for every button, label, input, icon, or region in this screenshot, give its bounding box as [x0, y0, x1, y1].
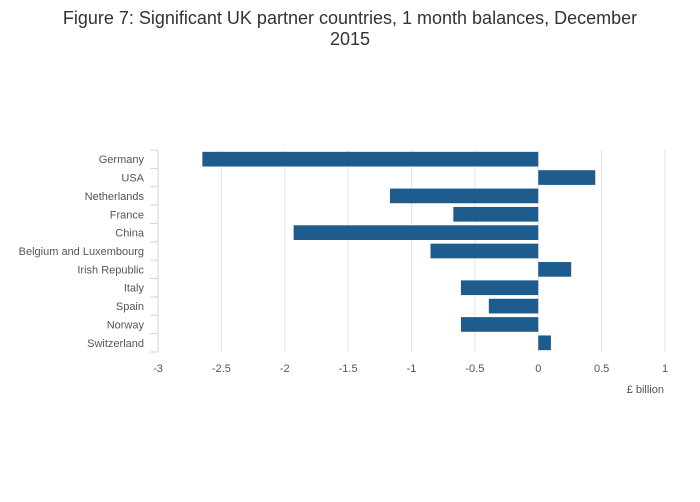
- category-label-belgium-and-luxembourg: Belgium and Luxembourg: [19, 246, 144, 258]
- chart-title-line-2: 2015: [330, 29, 370, 49]
- category-label-germany: Germany: [99, 154, 145, 166]
- x-tick-label: -3: [153, 363, 163, 375]
- x-tick-label: 1: [662, 363, 668, 375]
- bar-switzerland: [538, 335, 551, 351]
- bar-irish-republic: [538, 262, 572, 277]
- category-label-spain: Spain: [116, 301, 144, 313]
- bar-china: [293, 225, 539, 240]
- x-tick-label: 0.5: [594, 363, 609, 375]
- x-tick-label: 0: [535, 363, 541, 375]
- x-tick-label: -1: [407, 363, 417, 375]
- category-label-switzerland: Switzerland: [87, 338, 144, 350]
- bars: [202, 151, 596, 351]
- bar-italy: [460, 280, 539, 296]
- bar-netherlands: [389, 188, 539, 204]
- chart-title-line-1: Figure 7: Significant UK partner countri…: [63, 8, 637, 28]
- bar-france: [453, 206, 539, 222]
- bar-norway: [460, 317, 539, 332]
- category-label-italy: Italy: [124, 283, 145, 295]
- bar-usa: [538, 170, 596, 185]
- bar-germany: [202, 151, 539, 167]
- x-tick-labels: -3 -2.5 -2 -1.5 -1 -0.5 0 0.5 1: [153, 363, 668, 375]
- x-tick-label: -2: [280, 363, 290, 375]
- x-axis-title: £ billion: [627, 384, 664, 396]
- x-tick-label: -0.5: [465, 363, 484, 375]
- bar-belgium-and-luxembourg: [430, 243, 539, 259]
- x-tick-label: -1.5: [339, 363, 358, 375]
- category-label-norway: Norway: [107, 319, 145, 331]
- category-label-irish-republic: Irish Republic: [77, 264, 144, 276]
- category-label-china: China: [115, 228, 145, 240]
- category-label-usa: USA: [121, 173, 144, 185]
- bar-spain: [488, 298, 539, 314]
- category-label-france: France: [110, 209, 144, 221]
- category-label-netherlands: Netherlands: [85, 191, 145, 203]
- category-labels: Germany USA Netherlands France China Belgium …: [19, 154, 145, 350]
- x-tick-label: -2.5: [212, 363, 231, 375]
- y-axis: [150, 149, 159, 353]
